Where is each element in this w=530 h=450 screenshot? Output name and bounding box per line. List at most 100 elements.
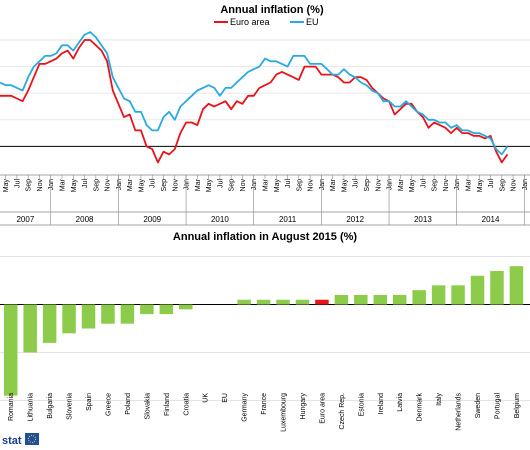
month-tick-label: May <box>71 179 78 193</box>
category-label: Slovakia <box>144 393 151 420</box>
month-tick-label: Jan <box>251 179 258 190</box>
bar-finland <box>160 305 174 315</box>
month-tick-label: Jan <box>184 179 191 190</box>
bar-spain <box>82 305 96 329</box>
month-tick-label: Jul <box>217 179 224 188</box>
legend-euro-area-label: Euro area <box>230 17 270 27</box>
category-label: Latvia <box>397 393 404 412</box>
month-tick-label: Jan <box>116 179 123 190</box>
month-tick-label: May <box>341 179 348 193</box>
month-tick-label: Nov <box>37 179 44 192</box>
month-tick-label: Mar <box>127 178 134 191</box>
line-chart-title: Annual inflation (%) <box>220 4 324 16</box>
month-tick-label: Jul <box>488 179 495 188</box>
eu-flag-icon <box>25 433 39 445</box>
month-tick-label: May <box>206 179 213 193</box>
category-label: Netherlands <box>456 393 463 431</box>
logo-text: stat <box>2 435 22 447</box>
bar-hungary <box>296 300 310 305</box>
bar-chart-bars <box>4 266 523 395</box>
bar-euro-area <box>315 300 329 305</box>
month-tick-label: Jan <box>454 179 461 190</box>
month-tick-label: Sep <box>499 179 506 192</box>
month-tick-label: May <box>477 179 484 193</box>
month-tick-label: Sep <box>26 179 33 192</box>
category-label: Denmark <box>417 393 424 422</box>
month-tick-label: Jan <box>319 179 326 190</box>
year-label: 2010 <box>211 215 229 224</box>
month-tick-label: Sep <box>93 179 100 192</box>
month-tick-label: Mar <box>465 178 472 191</box>
bar-italy <box>432 285 446 304</box>
month-tick-label: Mar <box>195 178 202 191</box>
bar-greece <box>101 305 115 324</box>
category-label: Hungary <box>300 393 307 420</box>
month-tick-label: Jul <box>285 179 292 188</box>
category-label: Bulgaria <box>47 393 54 419</box>
month-tick-label: Nov <box>172 179 179 192</box>
month-tick-label: May <box>409 179 416 193</box>
bar-germany <box>237 300 251 305</box>
bar-belgium <box>510 266 524 304</box>
bar-bulgaria <box>43 305 57 343</box>
month-tick-label: Sep <box>364 179 371 192</box>
month-tick-label: Sep <box>296 179 303 192</box>
year-label: 2007 <box>16 215 34 224</box>
month-tick-label: Mar <box>398 178 405 191</box>
bar-portugal <box>490 271 504 305</box>
category-label: Euro area <box>319 393 326 424</box>
category-label: EU <box>222 393 229 403</box>
category-label: Luxembourg <box>281 393 288 432</box>
bar-netherlands <box>451 285 465 304</box>
bar-chart-category-labels: Romania Lithuania Bulgaria Slovenia Spain Gre… <box>8 393 521 432</box>
category-label: France <box>261 393 268 415</box>
month-tick-label: Mar <box>330 178 337 191</box>
category-label: Czech Rep. <box>339 393 346 430</box>
month-tick-label: May <box>138 179 145 193</box>
series-line-euro-area <box>0 40 507 162</box>
category-label: Sweden <box>475 393 482 418</box>
line-chart-legend: Euro area EU <box>214 17 319 27</box>
month-tick-label: Nov <box>105 179 112 192</box>
category-label: Slovenia <box>67 393 74 420</box>
bar-latvia <box>393 295 407 305</box>
line-chart-x-axis: May Jul Sep Nov Jan Mar May Jul Sep Nov Jan Mar May J… <box>0 175 530 225</box>
category-label: Finland <box>164 393 171 416</box>
month-tick-label: Jul <box>150 179 157 188</box>
month-tick-label: Nov <box>443 179 450 192</box>
year-label: 2013 <box>414 215 432 224</box>
category-label: Romania <box>8 393 15 421</box>
year-label: 2009 <box>143 215 161 224</box>
bar-sweden <box>471 276 485 305</box>
month-tick-label: Jan <box>48 179 55 190</box>
month-tick-label: Nov <box>511 179 518 192</box>
month-tick-label: Sep <box>161 179 168 192</box>
bar-estonia <box>354 295 368 305</box>
month-tick-label: Jan <box>387 179 394 190</box>
category-label: Lithuania <box>28 393 35 422</box>
category-label: Spain <box>86 393 93 411</box>
bar-luxembourg <box>276 300 290 305</box>
month-tick-label: Sep <box>432 179 439 192</box>
year-label: 2008 <box>76 215 94 224</box>
month-tick-label: Jul <box>82 179 89 188</box>
bar-poland <box>121 305 135 324</box>
month-tick-label: Jul <box>353 179 360 188</box>
line-chart-series <box>0 32 507 162</box>
category-label: Germany <box>242 393 249 422</box>
category-label: Greece <box>105 393 112 416</box>
month-tick-label: Jul <box>14 179 21 188</box>
bar-czech-rep- <box>335 295 349 305</box>
month-tick-label: Mar <box>263 178 270 191</box>
legend-eu-label: EU <box>306 17 319 27</box>
bar-chart-title: Annual inflation in August 2015 (%) <box>173 231 357 243</box>
category-label: Poland <box>125 393 132 415</box>
eurostat-logo: stat <box>2 433 39 447</box>
category-label: Ireland <box>378 393 385 415</box>
month-tick-label: Sep <box>229 179 236 192</box>
month-tick-label: May <box>3 179 10 193</box>
bar-croatia <box>179 305 193 310</box>
bar-chart-gridlines <box>0 257 530 401</box>
bar-slovenia <box>62 305 75 334</box>
